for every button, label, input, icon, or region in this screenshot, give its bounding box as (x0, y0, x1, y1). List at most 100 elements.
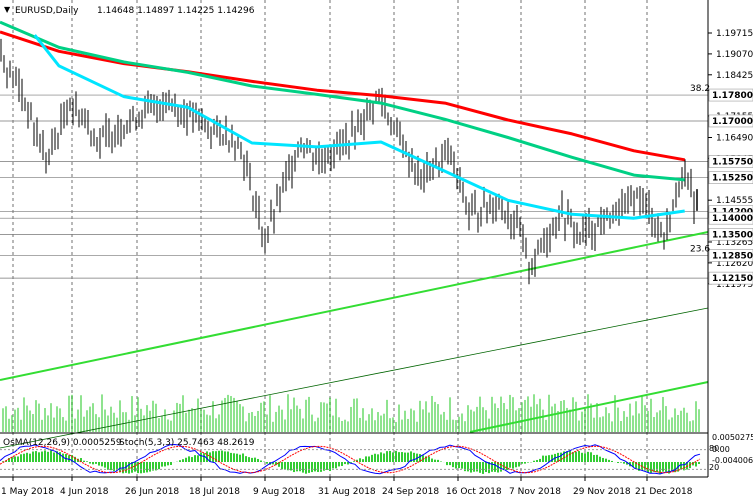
volume-bar (338, 417, 340, 432)
volume-bar (683, 407, 685, 432)
osma-bar (47, 451, 49, 462)
volume-bar (452, 419, 454, 432)
lower-trendline (469, 381, 709, 433)
date-tick-label: 9 Aug 2018 (253, 487, 305, 497)
price-tick-label: 1.13265 (716, 238, 753, 248)
osma-bar (152, 462, 154, 471)
volume-bar (554, 403, 556, 432)
osma-bar (560, 452, 562, 462)
volume-bar (302, 418, 304, 432)
volume-bar (218, 414, 220, 432)
osma-bar (413, 452, 415, 462)
osma-bar (449, 462, 451, 466)
volume-bar (77, 409, 79, 432)
volume-bar (398, 404, 400, 432)
osma-bar (191, 457, 193, 462)
volume-bar (2, 408, 4, 432)
ema200-line (0, 30, 685, 162)
volume-bar (662, 396, 664, 432)
osma-bar (437, 459, 439, 462)
price-tick-label: 1.11975 (716, 280, 753, 290)
volume-bar (290, 409, 292, 432)
osma-bar (698, 462, 700, 464)
osma-bar (434, 459, 436, 462)
volume-bar (488, 418, 490, 432)
volume-bar (281, 409, 283, 432)
volume-bar (563, 400, 565, 432)
osma-bar (35, 451, 37, 462)
osma-bar (302, 462, 304, 473)
osma-bar (26, 452, 28, 462)
volume-bar (608, 413, 610, 432)
osma-bar (533, 460, 535, 462)
volume-bar (137, 397, 139, 432)
volume-bar (491, 396, 493, 432)
volume-bar (677, 414, 679, 432)
volume-bar (557, 411, 559, 432)
ema-lines (0, 20, 685, 220)
volume-bar (584, 408, 586, 432)
symbol-dropdown-icon[interactable]: ▼ (4, 5, 11, 14)
osma-bar (80, 458, 82, 462)
upper-trendline (0, 231, 709, 381)
osma-bar (584, 453, 586, 462)
volume-bar (329, 397, 331, 432)
price-tick-label: 1.18425 (716, 71, 753, 81)
osma-bar (668, 462, 670, 474)
osma-bar (179, 460, 181, 462)
osma-bar (596, 454, 598, 462)
osma-bar (221, 450, 223, 462)
osma-bar (266, 462, 268, 464)
osma-bar (695, 462, 697, 467)
volume-bar (257, 410, 259, 432)
volume-bar (509, 394, 511, 432)
osma-bar (89, 462, 91, 464)
volume-bar (215, 418, 217, 432)
osma-bar (140, 462, 142, 474)
osma-bar (524, 462, 526, 464)
price-tick-label: 1.14555 (716, 196, 753, 206)
volume-bar (404, 410, 406, 432)
osma-bar (194, 455, 196, 462)
volume-bars (2, 394, 700, 432)
volume-bar (275, 411, 277, 432)
volume-bar (80, 395, 82, 432)
osma-bar (536, 459, 538, 462)
volume-bar (503, 403, 505, 432)
osma-bar (203, 453, 205, 462)
volume-bar (5, 406, 7, 432)
volume-bar (482, 407, 484, 432)
indicator-panel[interactable] (0, 443, 708, 475)
volume-bar (44, 408, 46, 432)
osma-bar (389, 450, 391, 462)
osma-bar (569, 450, 571, 462)
osma-bar (608, 459, 610, 462)
volume-bar (386, 399, 388, 432)
level-label-box (708, 88, 753, 102)
osma-bar (188, 456, 190, 462)
volume-bar (392, 417, 394, 432)
osma-bar (38, 452, 40, 462)
osma-bar (326, 462, 328, 470)
volume-bar (410, 408, 412, 432)
osma-bar (377, 454, 379, 462)
volume-bar (23, 397, 25, 432)
volume-bar (533, 394, 535, 432)
osma-bar (113, 462, 115, 472)
osma-bar (488, 462, 490, 474)
osma-bar (605, 458, 607, 462)
main-plot-area[interactable] (0, 0, 709, 477)
osma-bar (353, 461, 355, 462)
volume-bar (560, 400, 562, 432)
volume-bar (416, 421, 418, 432)
volume-bar (272, 421, 274, 432)
volume-bar (131, 396, 133, 432)
volume-bar (455, 420, 457, 432)
osma-bar (665, 462, 667, 472)
osma-bar (692, 462, 694, 466)
volume-bar (38, 403, 40, 432)
volume-bar (185, 412, 187, 432)
volume-bar (56, 406, 58, 432)
date-tick-label: 4 Jun 2018 (60, 487, 109, 497)
